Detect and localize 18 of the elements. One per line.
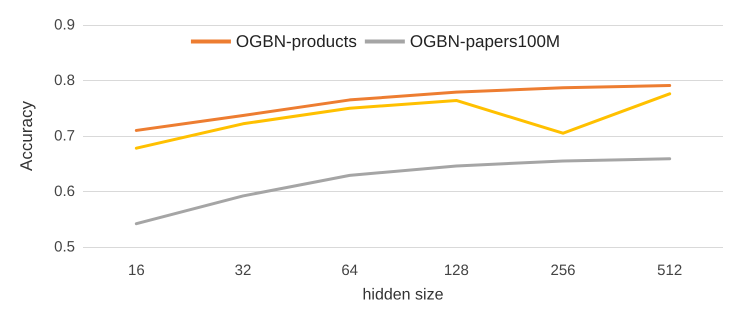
x-tick-label: 256 xyxy=(550,262,576,279)
x-tick-label: 128 xyxy=(444,262,469,279)
y-tick-label: 0.7 xyxy=(54,128,75,144)
x-axis-title: hidden size xyxy=(362,286,444,304)
y-tick-label: 0.6 xyxy=(54,183,75,200)
legend-label: OGBN-products xyxy=(236,32,357,51)
x-tick-label: 32 xyxy=(234,262,252,279)
y-axis-title: Accuracy xyxy=(17,100,36,171)
x-tick-label: 512 xyxy=(657,262,682,279)
x-tick-label: 16 xyxy=(128,262,145,279)
line-series xyxy=(134,84,672,132)
y-tick-label: 0.8 xyxy=(54,72,75,89)
y-tick-label: 0.5 xyxy=(54,238,75,256)
x-tick-label: 64 xyxy=(341,262,358,279)
line-series xyxy=(134,92,672,150)
legend-label: OGBN-papers100M xyxy=(410,32,560,51)
y-tick-label: 0.9 xyxy=(54,16,75,34)
line-series xyxy=(134,157,672,226)
